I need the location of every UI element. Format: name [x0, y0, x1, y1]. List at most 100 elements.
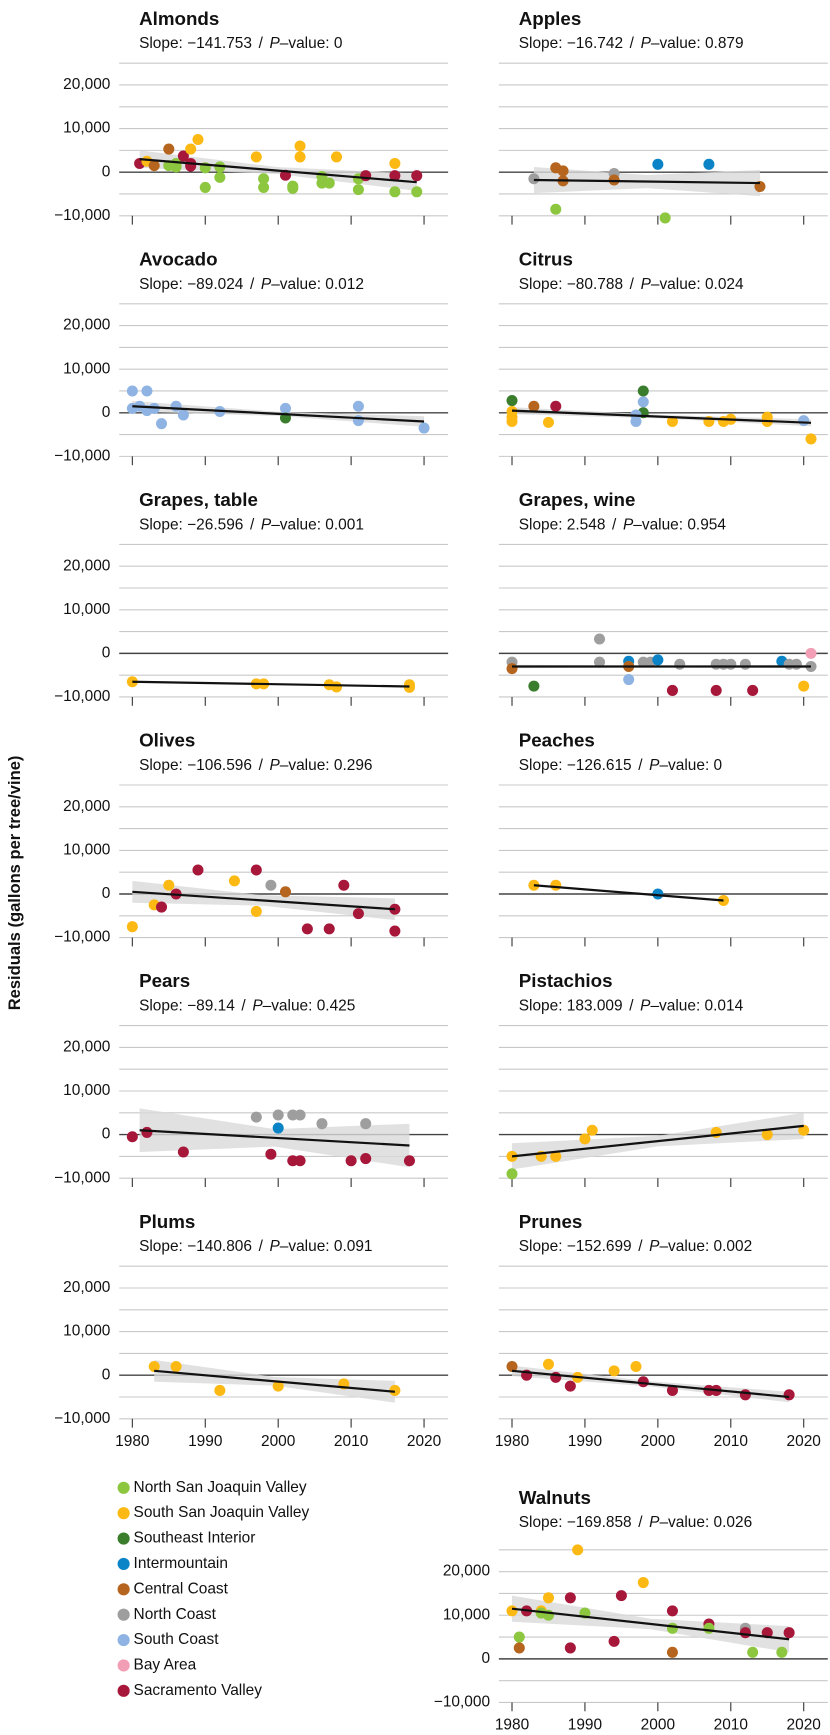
- point: [411, 170, 423, 182]
- point: [126, 676, 138, 688]
- point: [783, 1389, 795, 1401]
- x-tick-label: 1980: [495, 1717, 529, 1734]
- point: [389, 1384, 401, 1396]
- panel: Almonds Slope: −141.753 / P–value: 0 −10,000…: [54, 8, 449, 225]
- panel: Olives Slope: −106.596 / P–value: 0.296 −10,…: [54, 730, 449, 947]
- point: [564, 1592, 576, 1604]
- point: [798, 415, 810, 427]
- separator: /: [630, 276, 635, 293]
- legend-swatch: [117, 1608, 130, 1621]
- panel-stats: Slope: 183.009 / P–value: 0.014: [519, 998, 744, 1015]
- point: [163, 879, 175, 891]
- p-symbol: P: [261, 516, 272, 533]
- p-value: –value: 0.026: [659, 1514, 752, 1531]
- point: [652, 888, 664, 900]
- p-symbol: P: [641, 35, 652, 52]
- panel: Apples Slope: −16.742 / P–value: 0.879: [498, 8, 828, 225]
- point: [761, 1129, 773, 1141]
- point: [513, 1642, 525, 1654]
- point: [148, 160, 160, 172]
- point: [739, 658, 751, 670]
- point: [550, 400, 562, 412]
- point: [352, 184, 364, 196]
- point: [272, 1380, 284, 1392]
- legend-swatch: [117, 1659, 130, 1672]
- point: [294, 151, 306, 163]
- p-symbol: P: [270, 757, 281, 774]
- y-tick-label: 10,000: [63, 1082, 110, 1099]
- p-symbol: P: [270, 35, 281, 52]
- point: [798, 1124, 810, 1136]
- y-tick-label: −10,000: [54, 1410, 110, 1427]
- fit-line: [533, 178, 760, 185]
- fit-line: [533, 884, 724, 902]
- slope: Slope: 2.548: [519, 516, 606, 533]
- point: [418, 422, 430, 434]
- point: [608, 1635, 620, 1647]
- panel: Peaches Slope: −126.615 / P–value: 0: [498, 730, 828, 947]
- point: [228, 875, 240, 887]
- point: [331, 681, 343, 693]
- panel: Avocado Slope: −89.024 / P–value: 0.012 −10,…: [54, 248, 449, 466]
- y-axis-label: Residuals (gallons per tree/vine): [5, 756, 24, 1011]
- y-tick-label: 10,000: [63, 360, 110, 377]
- point: [360, 1153, 372, 1165]
- x-tick-label: 2020: [787, 1433, 821, 1450]
- point: [250, 151, 262, 163]
- point: [747, 1646, 759, 1658]
- point: [805, 647, 817, 659]
- y-tick-label: −10,000: [54, 688, 110, 705]
- x-tick-label: 2000: [641, 1717, 675, 1734]
- slope: Slope: −169.858: [519, 1514, 632, 1531]
- legend-swatch: [117, 1532, 130, 1545]
- point: [279, 886, 292, 898]
- point: [550, 1150, 562, 1162]
- panel-title: Grapes, wine: [519, 489, 636, 510]
- panel-title: Prunes: [519, 1211, 583, 1232]
- point: [528, 680, 540, 692]
- legend-label: Intermountain: [134, 1555, 228, 1572]
- fit-line: [511, 409, 812, 424]
- point: [199, 181, 211, 193]
- point: [352, 400, 364, 412]
- p-value: –value: 0.024: [651, 276, 744, 293]
- point: [506, 1168, 518, 1180]
- point: [192, 864, 204, 876]
- point: [126, 1131, 138, 1143]
- y-tick-label: 0: [102, 885, 111, 902]
- point: [666, 1622, 678, 1634]
- point: [177, 1146, 189, 1158]
- panel-title: Peaches: [519, 730, 595, 751]
- panel: Walnuts Slope: −169.858 / P–value: 0.026 −10…: [434, 1487, 828, 1734]
- point: [345, 1155, 357, 1167]
- point: [389, 170, 401, 182]
- legend-swatch: [117, 1481, 130, 1494]
- y-tick-label: 0: [481, 1650, 490, 1667]
- p-symbol: P: [641, 276, 652, 293]
- legend-swatch: [117, 1557, 130, 1570]
- slope: Slope: −80.788: [519, 276, 623, 293]
- point: [294, 1109, 306, 1121]
- point: [637, 396, 649, 408]
- panel-stats: Slope: −106.596 / P–value: 0.296: [139, 757, 372, 774]
- point: [389, 186, 401, 198]
- panel-title: Walnuts: [519, 1487, 591, 1508]
- point: [148, 1360, 160, 1372]
- point: [776, 1646, 788, 1658]
- panel-stats: Slope: −169.858 / P–value: 0.026: [519, 1514, 752, 1531]
- point: [360, 170, 372, 182]
- p-value: –value: 0.002: [659, 1238, 752, 1255]
- separator: /: [259, 35, 264, 52]
- point: [572, 1544, 584, 1556]
- panel-title: Pistachios: [519, 970, 613, 991]
- x-tick-label: 2020: [407, 1433, 441, 1450]
- y-tick-label: 10,000: [63, 841, 110, 858]
- p-symbol: P: [623, 516, 634, 533]
- y-tick-label: 20,000: [443, 1563, 490, 1580]
- p-value: –value: 0.425: [263, 998, 356, 1015]
- p-value: –value: 0.296: [280, 757, 373, 774]
- panel-title: Avocado: [139, 248, 217, 269]
- x-tick-label: 1990: [568, 1717, 602, 1734]
- fit-line: [132, 680, 410, 688]
- point: [250, 905, 262, 917]
